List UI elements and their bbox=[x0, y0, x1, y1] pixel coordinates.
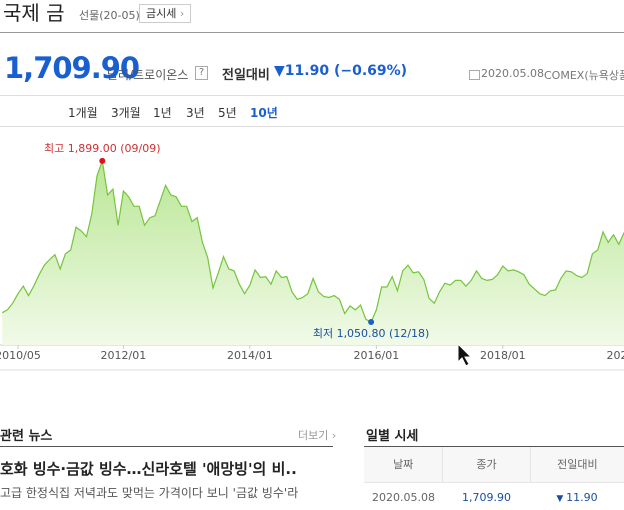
more-label[interactable]: 더보기 bbox=[298, 429, 329, 442]
period-tab[interactable]: 5년 bbox=[218, 106, 237, 120]
column-header: 전일대비 bbox=[529, 447, 624, 482]
price-line bbox=[1, 160, 624, 323]
column-header: 종가 bbox=[442, 447, 529, 482]
divider bbox=[364, 446, 624, 447]
divider bbox=[0, 446, 333, 447]
price: 1,709.90 bbox=[4, 51, 140, 85]
table-cell: ▼ 11.90 bbox=[530, 487, 624, 509]
page-title: 국제 금 bbox=[3, 1, 65, 25]
news-list: 호화 빙수·금값 빙수…신라호텔 '애망빙'의 비.. 고급 한정식집 저녁과도 … bbox=[0, 458, 333, 504]
change-label: 전일대비 bbox=[222, 68, 270, 83]
gold-price-button[interactable]: 금시세 › bbox=[139, 4, 192, 23]
source: COMEX(뉴욕상품 bbox=[544, 69, 624, 82]
help-icon[interactable]: ? bbox=[195, 66, 208, 80]
x-tick-label: 2016/01 bbox=[354, 349, 400, 362]
x-tick-label: 2014/01 bbox=[227, 349, 273, 362]
period-tab[interactable]: 1개월 bbox=[68, 106, 98, 120]
cell-text: 2020.05.08 bbox=[372, 491, 435, 504]
area bbox=[2, 160, 624, 345]
table-cell: 2020.05.08 bbox=[364, 487, 443, 509]
x-tick-label: 2020/01 bbox=[606, 349, 624, 362]
extreme-label: 최고 1,899.00 (09/09) bbox=[44, 142, 161, 155]
extreme-label: 최저 1,050.80 (12/18) bbox=[313, 327, 430, 340]
chart: 2010/05 2012/01 2014/01 2016/01 2018/01 2020/… bbox=[0, 142, 624, 371]
divider bbox=[0, 126, 624, 127]
news-snippet: 고급 한정식집 저녁과도 맞먹는 가격이다 보니 '금값 빙수'라 bbox=[0, 486, 299, 500]
news-title: 관련 뉴스 bbox=[0, 429, 53, 444]
table-cell: 1,709.90 bbox=[443, 487, 530, 509]
calendar-icon bbox=[469, 70, 480, 80]
x-tick-label: 2010/05 bbox=[0, 349, 41, 362]
change-value: 11.90 bbox=[284, 63, 330, 79]
button-label[interactable]: 금시세 bbox=[146, 7, 177, 20]
period-tabs: 1개월 3개월 1년 3년 5년 10년 bbox=[0, 96, 624, 126]
extreme-point bbox=[368, 319, 375, 326]
news-headline[interactable]: 호화 빙수·금값 빙수…신라호텔 '애망빙'의 비.. bbox=[0, 460, 297, 478]
x-tick-label: 2012/01 bbox=[101, 349, 147, 362]
cell-text: 1,709.90 bbox=[462, 491, 511, 504]
change-pct: (−0.69%) bbox=[333, 63, 408, 79]
period-tab[interactable]: 3개월 bbox=[111, 106, 141, 120]
period-tab[interactable]: 3년 bbox=[186, 106, 205, 120]
down-arrow: ▼ bbox=[556, 494, 567, 504]
period-tab[interactable]: 1년 bbox=[153, 106, 172, 120]
down-arrow: ▼ bbox=[274, 63, 285, 79]
mouse-cursor bbox=[457, 342, 473, 367]
extreme-point bbox=[99, 157, 106, 164]
period-tab[interactable]: 10년 bbox=[250, 106, 278, 120]
news-more[interactable]: 더보기 › bbox=[298, 429, 337, 442]
divider bbox=[0, 95, 624, 96]
unit: 달러/트로이온스 bbox=[107, 68, 189, 82]
date: 2020.05.08 bbox=[481, 67, 544, 80]
subtitle: 선물(20-05) bbox=[79, 9, 140, 22]
x-tick-label: 2018/01 bbox=[480, 349, 526, 362]
divider bbox=[0, 32, 624, 33]
table-header: 날짜 종가 전일대비 bbox=[364, 447, 624, 483]
change: ▼11.90 (−0.69%) bbox=[274, 63, 407, 79]
table-row: 2020.05.08 1,709.90 ▼ 11.90 bbox=[364, 487, 624, 509]
daily-table: 날짜 종가 전일대비 2020.05.08 1,709.90 ▼ 11.90 bbox=[364, 447, 624, 509]
column-header: 날짜 bbox=[393, 458, 414, 471]
daily-title: 일별 시세 bbox=[366, 429, 419, 444]
cell-text: 11.90 bbox=[566, 491, 598, 504]
